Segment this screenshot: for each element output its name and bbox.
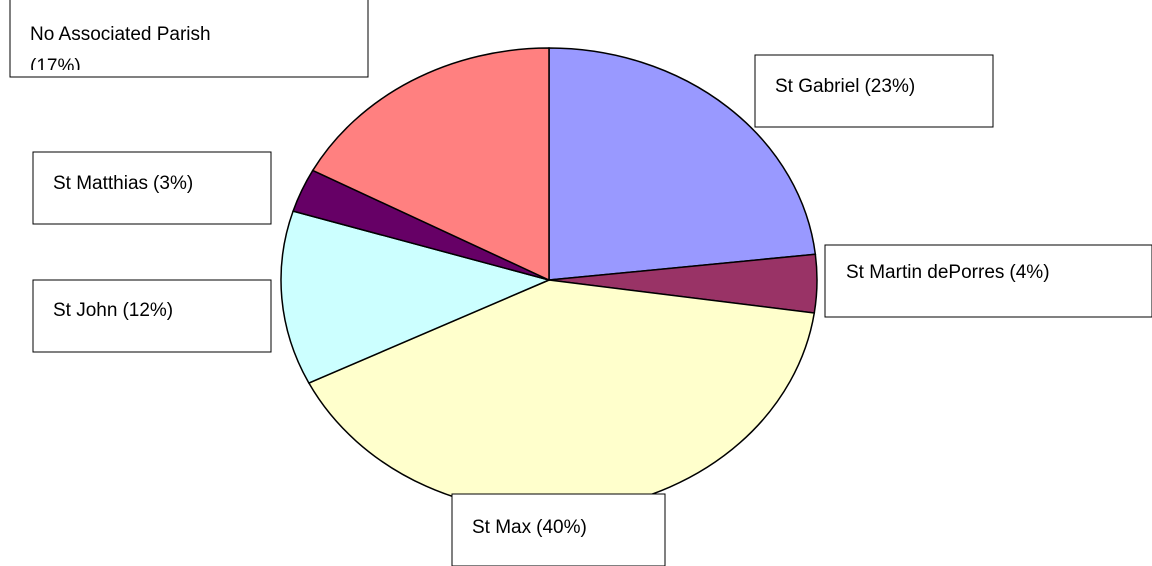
category-label: St John (53, 300, 117, 321)
pie-slice (280, 210, 552, 384)
value-label: (12%) (122, 300, 173, 321)
label-box (32, 279, 272, 353)
data-label: St John (12%) (53, 300, 173, 321)
category-label: St Gabriel (775, 76, 859, 97)
pie (280, 47, 818, 513)
value-label: (23%) (864, 76, 915, 97)
value-label: (40%) (536, 517, 587, 538)
category-label: St Max (472, 517, 532, 538)
value-label: (3%) (153, 173, 193, 194)
label-box (824, 244, 1152, 318)
label-box (754, 54, 994, 128)
data-label: St Gabriel (23%) (775, 76, 915, 97)
data-label: St Matthias (3%) (53, 173, 193, 194)
category-label: St Martin dePorres (846, 262, 1004, 283)
pie-slice (311, 47, 550, 282)
data-label: St Max (40%) (472, 517, 587, 538)
value-label: (4%) (1009, 262, 1049, 283)
category-label: No Associated Parish (30, 24, 211, 45)
data-label: St Martin dePorres (4%) (846, 262, 1050, 283)
value-label: (17%) (30, 56, 81, 77)
labels: St Gabriel (23%)St Martin dePorres (4%)St … (9, 0, 1152, 566)
pie-slice (548, 47, 817, 281)
label-box (451, 493, 666, 566)
label-box (32, 151, 272, 225)
data-label: No Associated Parish (17%) (30, 24, 211, 77)
label-box (9, 0, 369, 78)
category-label: St Matthias (53, 173, 148, 194)
